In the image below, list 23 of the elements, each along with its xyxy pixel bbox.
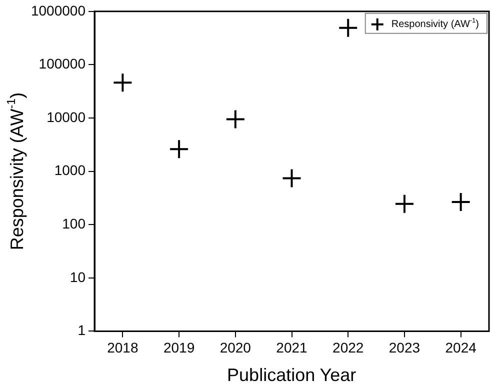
x-tick-label: 2020 xyxy=(220,339,252,356)
point xyxy=(338,18,358,38)
y-tick-label: 10000 xyxy=(46,108,86,125)
x-tick-label: 2019 xyxy=(163,339,195,356)
x-tick-label: 2018 xyxy=(107,339,138,356)
y-tick-label: 1000 xyxy=(54,162,86,178)
point xyxy=(282,168,302,188)
x-tick-label: 2021 xyxy=(276,339,308,356)
x-tick-label: 2024 xyxy=(445,339,477,356)
x-tick-label: 2022 xyxy=(332,339,364,356)
point xyxy=(394,194,414,214)
y-tick-label: 1000000 xyxy=(30,2,86,18)
x-axis-title: Publication Year xyxy=(227,364,356,385)
y-tick-label: 100 xyxy=(62,215,86,232)
point xyxy=(225,109,246,130)
point xyxy=(450,192,471,212)
y-axis-title: Responsivity (AW-1) xyxy=(4,92,27,250)
x-tick-label: 2023 xyxy=(388,339,420,356)
y-tick-label: 100000 xyxy=(38,56,86,72)
y-tick-label: 10 xyxy=(70,268,86,285)
point xyxy=(169,139,190,160)
point xyxy=(112,72,133,93)
y-tick-label: 1 xyxy=(78,322,86,338)
